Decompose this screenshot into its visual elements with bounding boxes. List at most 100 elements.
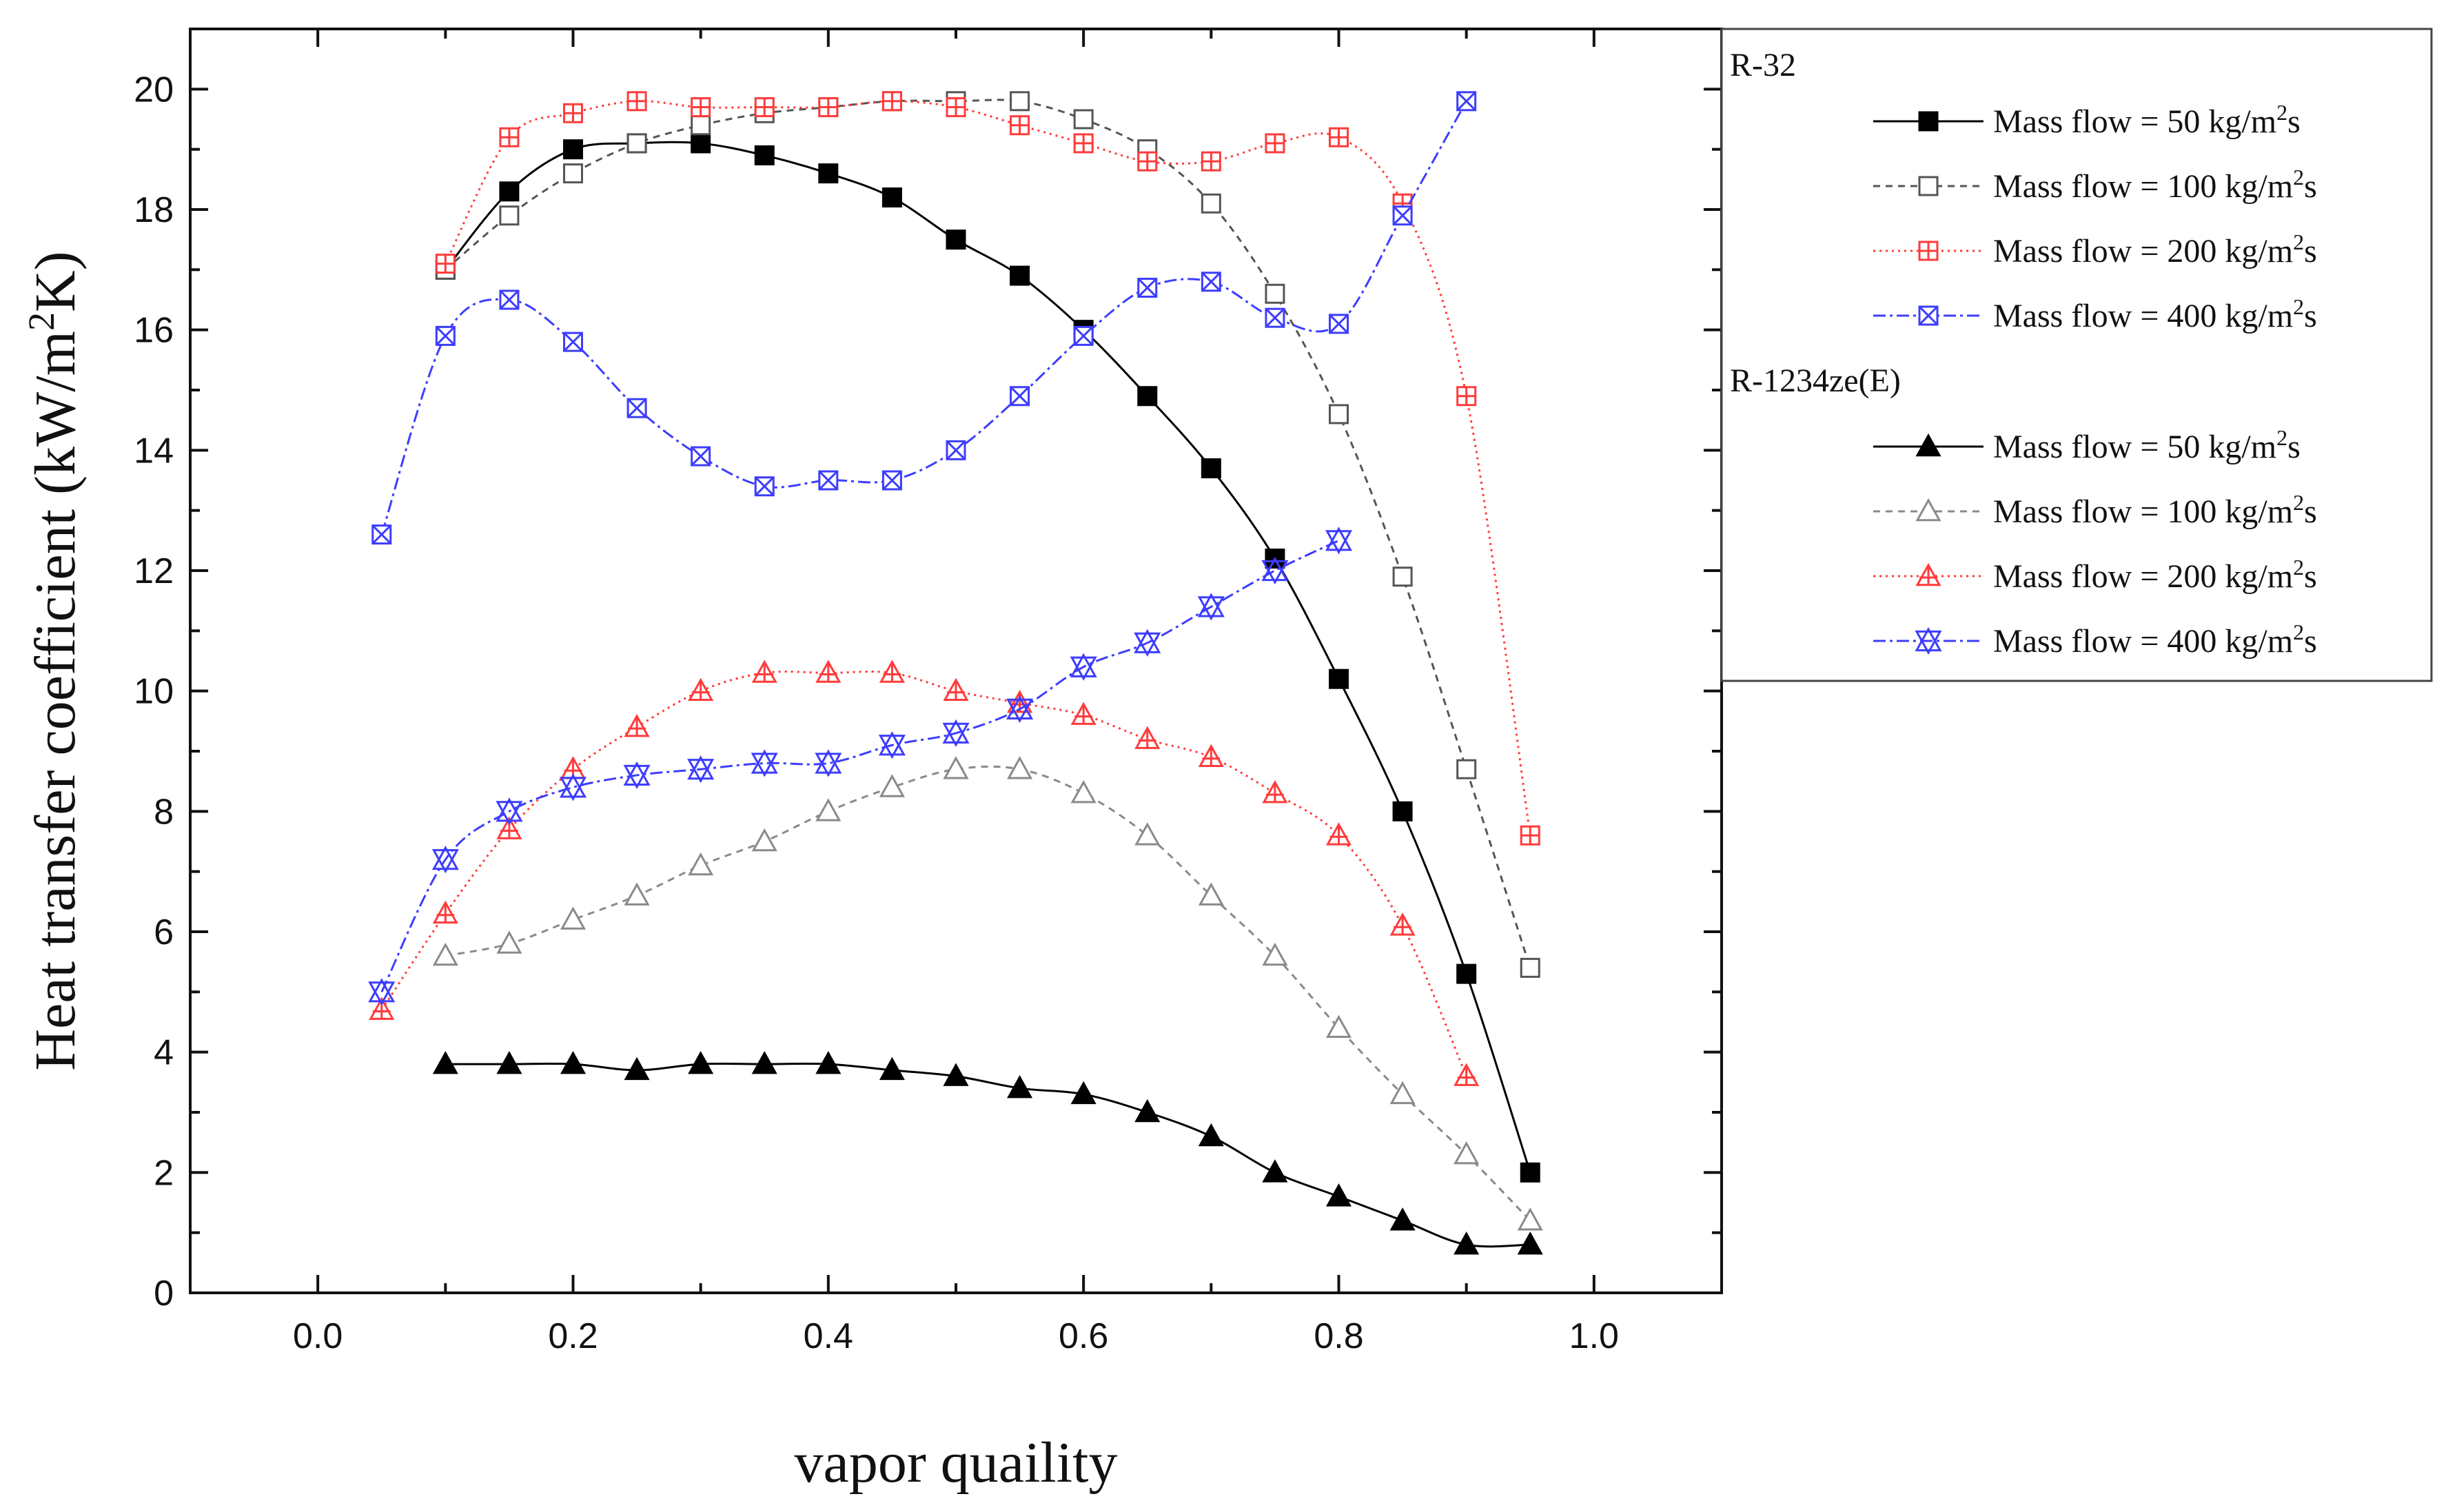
data-point <box>1198 882 1224 906</box>
marker-cross <box>499 289 519 310</box>
data-point <box>1389 1207 1416 1231</box>
data-point <box>1517 1232 1543 1255</box>
data-point <box>1006 695 1034 723</box>
data-point <box>499 205 520 226</box>
data-point <box>1520 957 1540 978</box>
marker-shape <box>496 797 523 822</box>
series-r-1234ze-e--200 <box>369 660 1480 1086</box>
marker-shape <box>1389 1081 1416 1105</box>
marker-shape <box>624 1056 650 1081</box>
legend-item: Mass flow = 50 kg/m2s <box>1873 425 2301 465</box>
data-point <box>751 1051 777 1074</box>
data-point <box>818 163 839 184</box>
x-tick-label: 0.6 <box>1059 1316 1108 1356</box>
marker-shape <box>1134 632 1161 657</box>
data-point <box>560 906 587 930</box>
data-point <box>1137 386 1158 407</box>
data-point <box>368 978 396 1006</box>
marker-shape <box>1261 556 1289 582</box>
data-point <box>624 713 650 737</box>
x-tick-label: 0.2 <box>548 1316 598 1356</box>
data-point <box>1137 278 1158 298</box>
data-point <box>942 719 970 747</box>
data-point <box>687 755 715 784</box>
data-point <box>1010 386 1030 407</box>
marker-shape <box>1329 668 1349 689</box>
marker-shape <box>1915 630 1942 655</box>
data-point <box>879 774 905 797</box>
data-point <box>751 749 778 777</box>
marker-shape <box>1456 963 1477 984</box>
marker-shape <box>623 761 651 786</box>
marker-shape <box>1915 498 1941 522</box>
marker-shape <box>1392 566 1413 587</box>
data-point <box>1456 963 1477 984</box>
data-point <box>878 731 906 759</box>
data-point <box>1265 307 1285 328</box>
y-tick-label: 6 <box>154 912 174 952</box>
data-point <box>943 677 969 701</box>
data-point <box>881 187 902 208</box>
legend-item: Mass flow = 400 kg/m2s <box>1873 294 2317 334</box>
marker-shape <box>559 777 587 801</box>
data-point <box>943 1063 969 1086</box>
marker-shape <box>881 187 902 208</box>
data-point <box>1454 1063 1480 1086</box>
data-point <box>691 97 711 118</box>
marker-shape <box>559 773 587 798</box>
data-point <box>560 1051 587 1074</box>
x-tick-label: 1.0 <box>1569 1316 1619 1356</box>
data-point <box>688 677 714 701</box>
marker-shape <box>751 753 778 777</box>
marker-shape <box>432 942 458 966</box>
marker-cross <box>371 524 391 544</box>
data-point <box>818 470 839 491</box>
data-point <box>1070 702 1097 725</box>
marker-shape <box>1454 1141 1480 1165</box>
data-point <box>1262 780 1288 804</box>
x-tick-label: 0.0 <box>293 1316 343 1356</box>
marker-cross <box>1074 326 1094 346</box>
legend-label: Mass flow = 400 kg/m2s <box>1993 294 2317 334</box>
data-point <box>879 1056 905 1081</box>
data-point <box>1262 942 1288 966</box>
data-point <box>1918 176 1939 196</box>
data-point <box>496 1051 522 1074</box>
data-point <box>563 163 583 184</box>
marker-shape <box>1325 530 1353 555</box>
legend-item: Mass flow = 200 kg/m2s <box>1873 555 2317 595</box>
marker-shape <box>499 205 520 226</box>
marker-cross <box>882 470 902 491</box>
marker-shape <box>1201 193 1221 214</box>
marker-shape <box>1134 1099 1161 1123</box>
marker-shape <box>751 749 778 774</box>
marker-shape <box>496 1051 522 1074</box>
marker-shape <box>1010 265 1030 286</box>
series-line <box>380 101 1467 535</box>
data-point <box>751 660 777 683</box>
marker-cross <box>1201 272 1221 292</box>
data-point <box>1915 498 1941 522</box>
marker-shape <box>1201 458 1221 479</box>
legend-label: Mass flow = 200 kg/m2s <box>1993 555 2317 595</box>
data-point <box>754 97 775 118</box>
marker-cross <box>1010 386 1030 406</box>
marker-shape <box>1325 1014 1352 1039</box>
marker-shape <box>1134 629 1161 653</box>
data-point <box>1918 305 1939 326</box>
marker-shape <box>1918 176 1939 196</box>
series-line <box>380 539 1340 992</box>
data-point <box>1070 1081 1097 1105</box>
data-point <box>1389 1081 1416 1105</box>
x-tick-label: 0.8 <box>1314 1316 1363 1356</box>
marker-shape <box>1517 1207 1543 1231</box>
data-point <box>371 524 392 545</box>
marker-shape <box>946 229 966 250</box>
data-point <box>1134 629 1161 657</box>
data-point <box>496 797 523 826</box>
marker-shape <box>1197 593 1225 617</box>
data-point <box>1010 265 1030 286</box>
series-r-1234ze-e--502 <box>432 1051 1543 1255</box>
data-point <box>1073 109 1094 130</box>
